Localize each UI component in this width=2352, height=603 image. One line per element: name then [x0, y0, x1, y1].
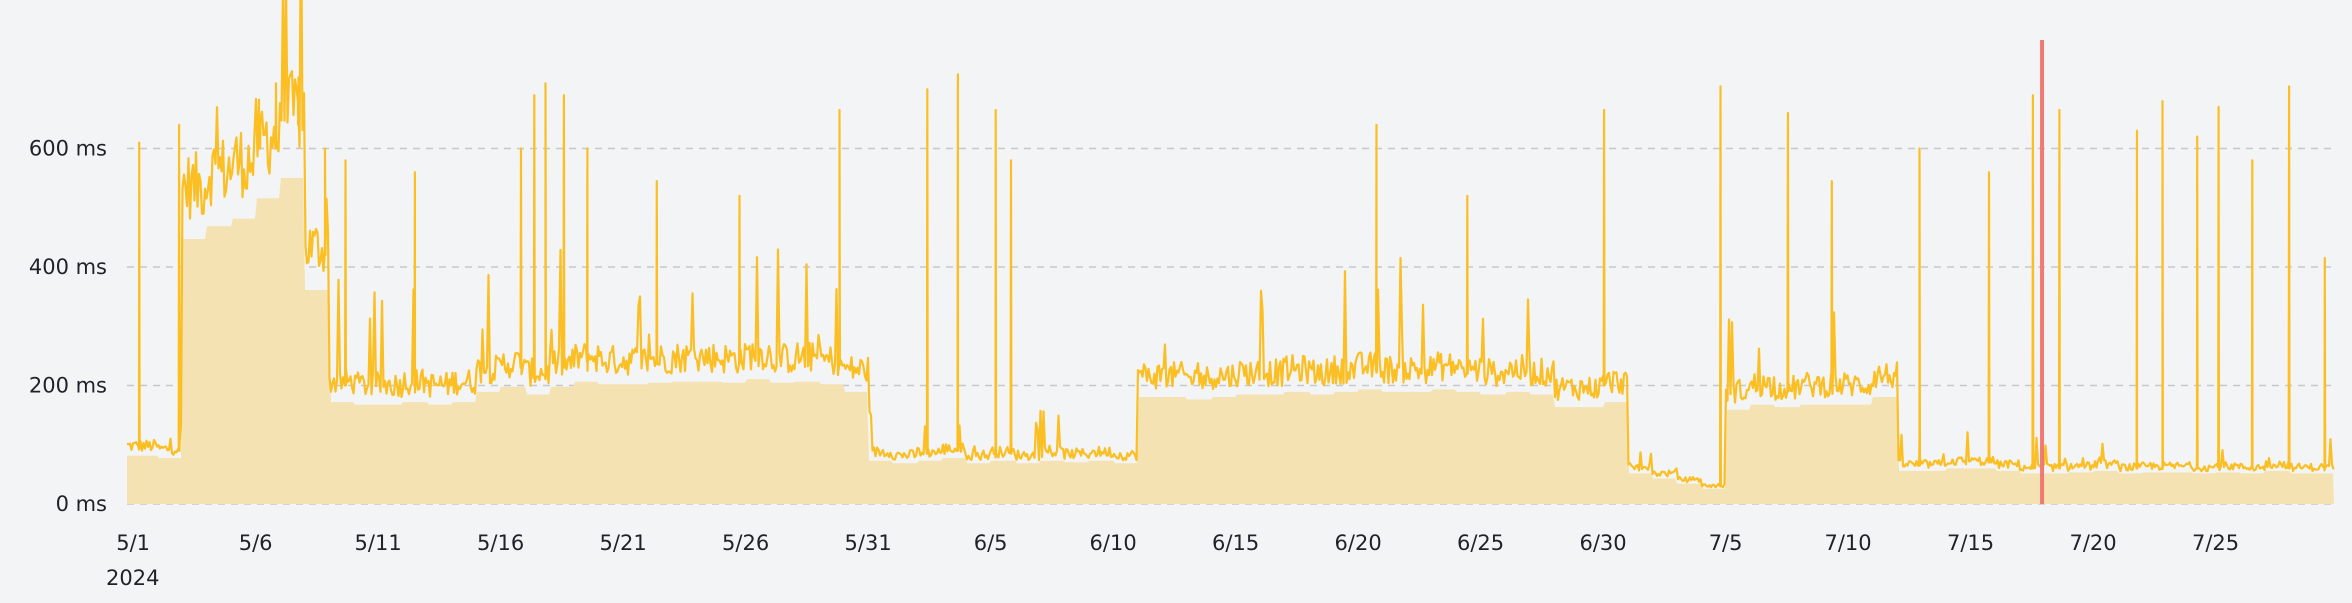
- x-axis-labels: 2024 5/1 5/6 5/11 5/16 5/21 5/26 5/31 6/5 6/10 6/…: [106, 531, 2239, 590]
- x-tick-label: 6/30: [1580, 531, 1627, 555]
- y-tick-label: 200 ms: [29, 374, 107, 398]
- latency-area-fill: [127, 177, 2334, 504]
- latency-line: [126, 0, 2335, 489]
- x-tick-label: 6/25: [1457, 531, 1504, 555]
- y-tick-label: 600 ms: [29, 137, 107, 161]
- x-tick-label: 5/16: [477, 531, 524, 555]
- x-tick-label: 7/20: [2070, 531, 2117, 555]
- x-tick-label: 5/11: [355, 531, 402, 555]
- x-tick-label: 7/10: [1825, 531, 1872, 555]
- x-tick-label: 6/15: [1212, 531, 1259, 555]
- latency-area: [127, 177, 2334, 504]
- x-tick-label: 7/5: [1709, 531, 1743, 555]
- x-tick-label: 5/6: [239, 531, 273, 555]
- x-tick-label: 6/10: [1090, 531, 1137, 555]
- y-tick-label: 400 ms: [29, 255, 107, 279]
- x-tick-label: 7/15: [1947, 531, 1994, 555]
- x-tick-label: 6/5: [974, 531, 1008, 555]
- x-tick-label: 5/21: [600, 531, 647, 555]
- latency-series-line: [126, 0, 2335, 489]
- y-axis-labels: 0 ms 200 ms 400 ms 600 ms: [29, 137, 107, 517]
- x-tick-label: 6/20: [1335, 531, 1382, 555]
- x-tick-label: 5/31: [845, 531, 892, 555]
- x-axis-year-label: 2024: [106, 566, 159, 590]
- x-tick-label: 5/26: [722, 531, 769, 555]
- x-tick-label: 5/1: [116, 531, 150, 555]
- y-tick-label: 0 ms: [56, 492, 107, 516]
- x-tick-label: 7/25: [2192, 531, 2239, 555]
